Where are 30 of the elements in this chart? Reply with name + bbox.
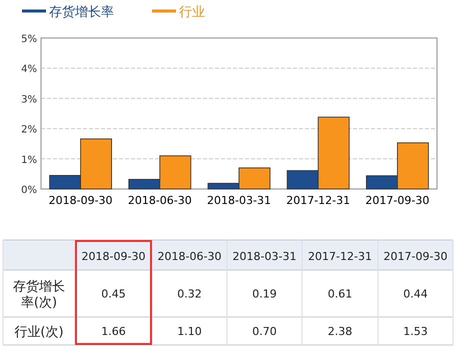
legend-label: 存货增长率 [49,4,114,20]
data-label: 1.53 [403,325,428,338]
x-tick-label: 2018-03-31 [207,194,271,207]
data-label: 0.19 [252,288,277,300]
data-label: 0.61 [328,288,352,300]
y-tick-label: 5% [21,34,37,45]
data-label: 2.38 [328,325,352,338]
category-label: 2017-09-30 [384,250,448,263]
data-label: 1.66 [101,325,126,338]
category-label: 2018-03-31 [232,250,296,263]
y-tick-label: 3% [21,94,37,106]
data-label: 0.45 [101,288,126,300]
x-tick-label: 2017-09-30 [365,194,430,207]
x-tick-label: 2018-09-30 [48,194,113,207]
y-tick-label: 1% [21,154,37,166]
y-tick-label: 0% [21,185,37,196]
x-tick-label: 2018-06-30 [128,194,192,207]
text: 存货增长率(次) [13,280,65,310]
x-tick-label: 2017-12-31 [286,194,350,207]
data-label: 0.70 [252,325,277,338]
text: 行业(次) [14,325,64,340]
category-label: 2018-06-30 [158,250,222,263]
legend-label: 行业 [179,5,205,20]
data-label: 0.32 [177,288,202,300]
y-tick-label: 2% [21,124,37,136]
data-label: 0.44 [403,288,428,300]
category-label: 2017-12-31 [308,250,372,263]
data-label: 1.10 [177,325,202,338]
category-label: 2018-09-30 [82,250,146,263]
y-tick-label: 4% [21,64,37,76]
